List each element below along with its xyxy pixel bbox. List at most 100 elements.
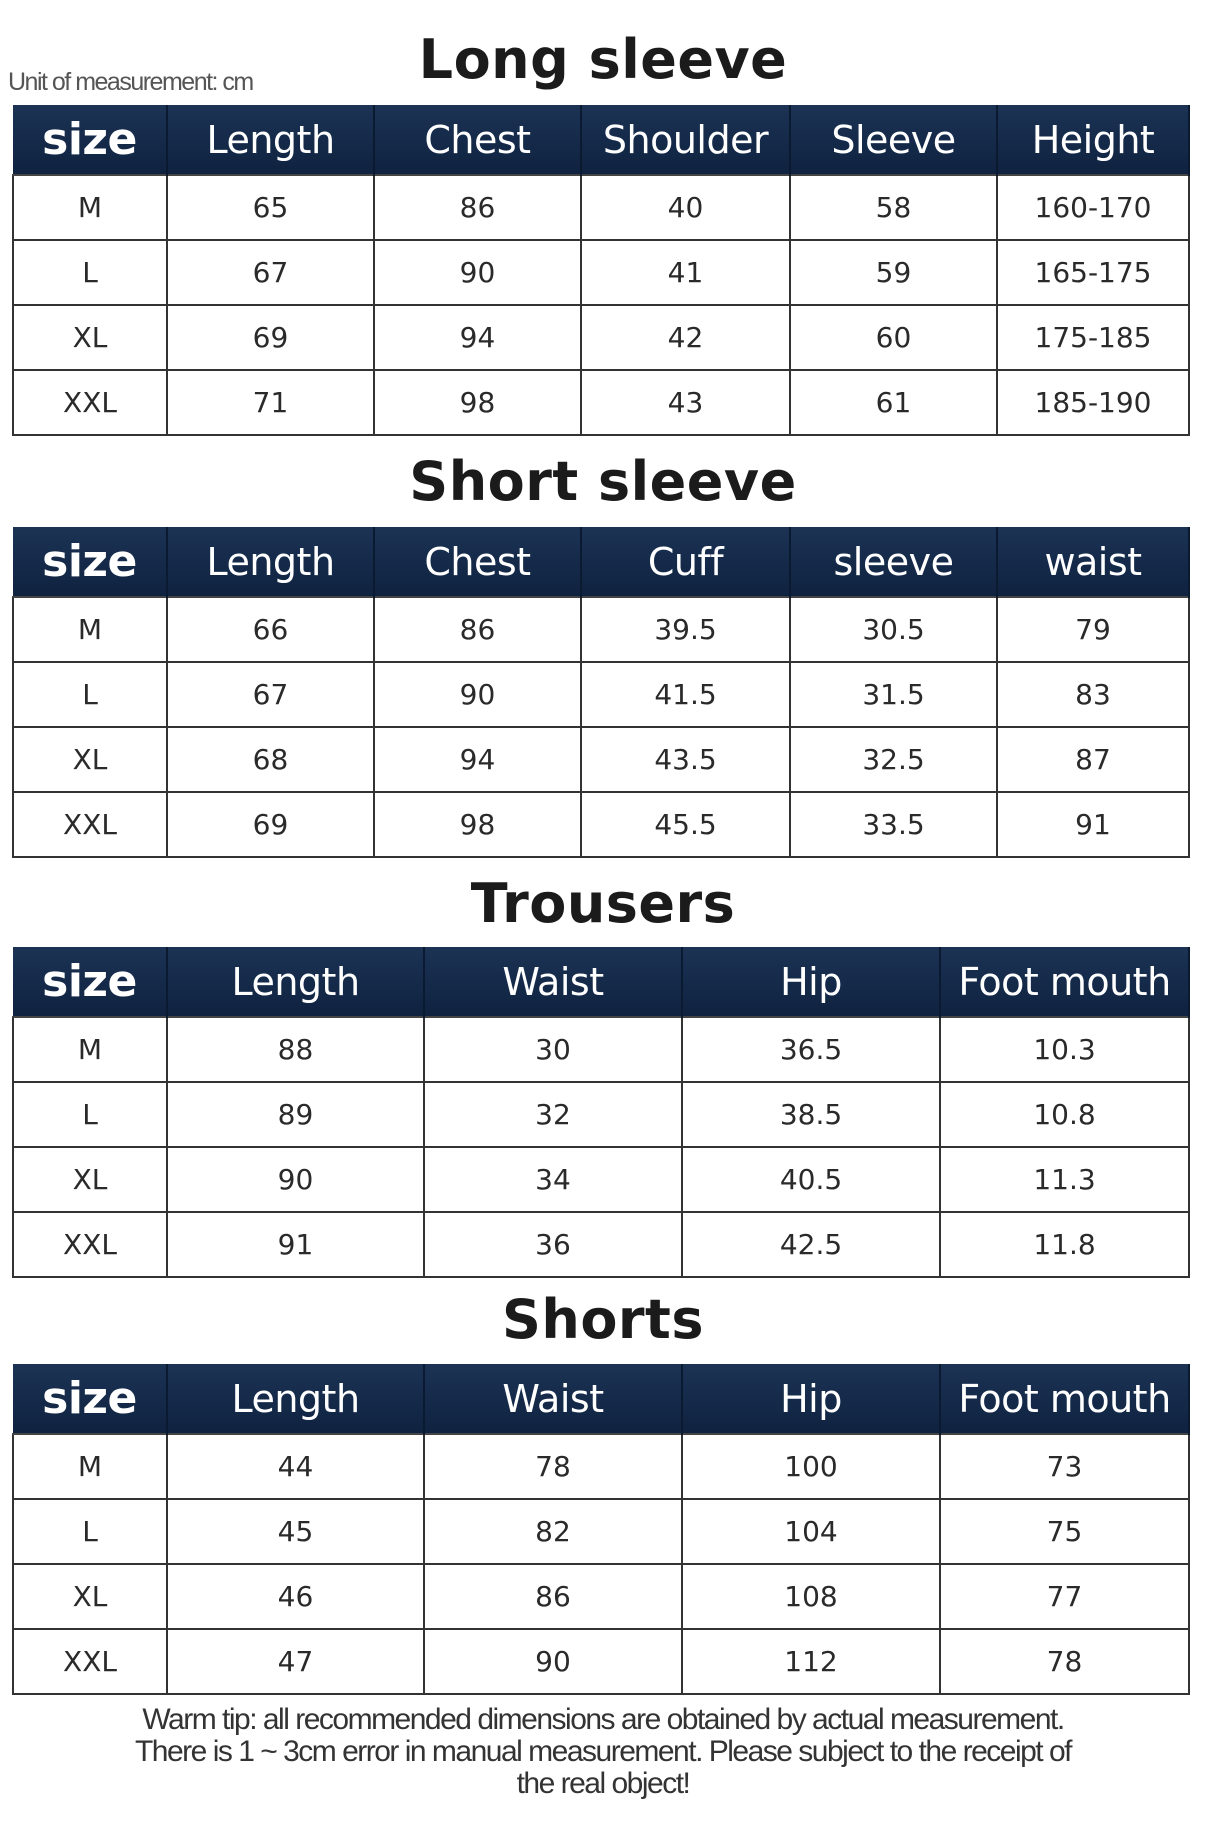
measurement-cell: 30.5: [789, 596, 998, 663]
measurement-cell: 42: [580, 304, 791, 371]
measurement-cell: 112: [681, 1628, 941, 1695]
table-row: XXL 91 36 42.5 11.8: [12, 1211, 1190, 1278]
table-row: L 45 82 104 75: [12, 1498, 1190, 1565]
measurement-cell: 11.8: [939, 1211, 1190, 1278]
measurement-cell: 91: [166, 1211, 425, 1278]
measurement-cell: 43: [580, 369, 791, 436]
measurement-cell: 30: [423, 1016, 683, 1083]
measurement-cell: 75: [939, 1498, 1190, 1565]
measurement-cell: 165-175: [996, 239, 1190, 306]
warm-tip-line: There is 1 ~ 3cm error in manual measure…: [134, 1735, 1073, 1768]
measurement-cell: 69: [166, 791, 375, 858]
column-header: Waist: [424, 947, 683, 1017]
column-header: Chest: [374, 527, 582, 597]
measurement-cell: 91: [996, 791, 1190, 858]
column-header: Height: [997, 105, 1190, 175]
column-header: Length: [167, 947, 425, 1017]
column-header: Foot mouth: [940, 947, 1190, 1017]
column-header: size: [13, 1364, 168, 1434]
size-table: size Length Waist Hip Foot mouth M 44 78 100 73 L 4…: [12, 1364, 1190, 1695]
size-cell: L: [12, 1081, 168, 1148]
table-header-row: size Length Chest Shoulder Sleeve Height: [13, 105, 1190, 175]
measurement-cell: 86: [373, 596, 582, 663]
column-header: sleeve: [790, 527, 998, 597]
measurement-cell: 60: [789, 304, 998, 371]
table-row: M 88 30 36.5 10.3: [12, 1016, 1190, 1083]
table-row: XL 69 94 42 60 175-185: [12, 304, 1190, 371]
measurement-cell: 41: [580, 239, 791, 306]
measurement-cell: 94: [373, 726, 582, 793]
measurement-cell: 83: [996, 661, 1190, 728]
size-cell: L: [12, 239, 168, 306]
size-cell: XL: [12, 304, 168, 371]
table-title: Trousers: [470, 872, 736, 935]
measurement-cell: 175-185: [996, 304, 1190, 371]
measurement-cell: 58: [789, 174, 998, 241]
measurement-cell: 78: [423, 1433, 683, 1500]
table-row: L 67 90 41.5 31.5 83: [12, 661, 1190, 728]
column-header: Length: [167, 1364, 425, 1434]
measurement-cell: 86: [373, 174, 582, 241]
measurement-cell: 45.5: [580, 791, 791, 858]
size-cell: M: [12, 174, 168, 241]
measurement-cell: 69: [166, 304, 375, 371]
warm-tip-line: Warm tip: all recommended dimensions are…: [142, 1703, 1065, 1736]
measurement-cell: 36.5: [681, 1016, 941, 1083]
measurement-cell: 46: [166, 1563, 425, 1630]
column-header: size: [13, 527, 168, 597]
measurement-cell: 86: [423, 1563, 683, 1630]
column-header: Cuff: [581, 527, 791, 597]
size-table: size Length Chest Shoulder Sleeve Height M 65 86…: [12, 105, 1190, 436]
table-row: XXL 69 98 45.5 33.5 91: [12, 791, 1190, 858]
table-title: Short sleeve: [409, 450, 797, 513]
warm-tip-line: the real object!: [516, 1767, 691, 1800]
table-header-row: size Length Waist Hip Foot mouth: [13, 947, 1190, 1017]
measurement-cell: 45: [166, 1498, 425, 1565]
measurement-cell: 73: [939, 1433, 1190, 1500]
measurement-cell: 185-190: [996, 369, 1190, 436]
measurement-cell: 59: [789, 239, 998, 306]
table-row: XL 90 34 40.5 11.3: [12, 1146, 1190, 1213]
measurement-cell: 31.5: [789, 661, 998, 728]
measurement-cell: 42.5: [681, 1211, 941, 1278]
table-row: XXL 71 98 43 61 185-190: [12, 369, 1190, 436]
column-header: Sleeve: [790, 105, 998, 175]
column-header: Length: [167, 105, 375, 175]
size-cell: XXL: [12, 1211, 168, 1278]
column-header: Length: [167, 527, 375, 597]
measurement-cell: 33.5: [789, 791, 998, 858]
measurement-cell: 100: [681, 1433, 941, 1500]
warm-tip: Warm tip: all recommended dimensions are…: [40, 1704, 1166, 1800]
size-cell: XL: [12, 726, 168, 793]
measurement-cell: 10.3: [939, 1016, 1190, 1083]
measurement-cell: 104: [681, 1498, 941, 1565]
column-header: Hip: [682, 1364, 941, 1434]
column-header: waist: [997, 527, 1190, 597]
measurement-cell: 32.5: [789, 726, 998, 793]
measurement-cell: 39.5: [580, 596, 791, 663]
column-header: Shoulder: [581, 105, 791, 175]
table-title: Shorts: [501, 1288, 705, 1351]
measurement-cell: 41.5: [580, 661, 791, 728]
measurement-cell: 68: [166, 726, 375, 793]
measurement-cell: 61: [789, 369, 998, 436]
unit-label: Unit of measurement: cm: [8, 68, 254, 96]
size-cell: XL: [12, 1563, 168, 1630]
size-table: size Length Waist Hip Foot mouth M 88 30 36.5 10.…: [12, 947, 1190, 1278]
size-cell: L: [12, 1498, 168, 1565]
measurement-cell: 90: [166, 1146, 425, 1213]
measurement-cell: 44: [166, 1433, 425, 1500]
measurement-cell: 65: [166, 174, 375, 241]
table-row: XL 46 86 108 77: [12, 1563, 1190, 1630]
measurement-cell: 77: [939, 1563, 1190, 1630]
column-header: Hip: [682, 947, 941, 1017]
measurement-cell: 87: [996, 726, 1190, 793]
table-row: M 44 78 100 73: [12, 1433, 1190, 1500]
size-cell: M: [12, 1016, 168, 1083]
measurement-cell: 47: [166, 1628, 425, 1695]
measurement-cell: 40: [580, 174, 791, 241]
measurement-cell: 82: [423, 1498, 683, 1565]
measurement-cell: 71: [166, 369, 375, 436]
measurement-cell: 11.3: [939, 1146, 1190, 1213]
column-header: size: [13, 947, 168, 1017]
